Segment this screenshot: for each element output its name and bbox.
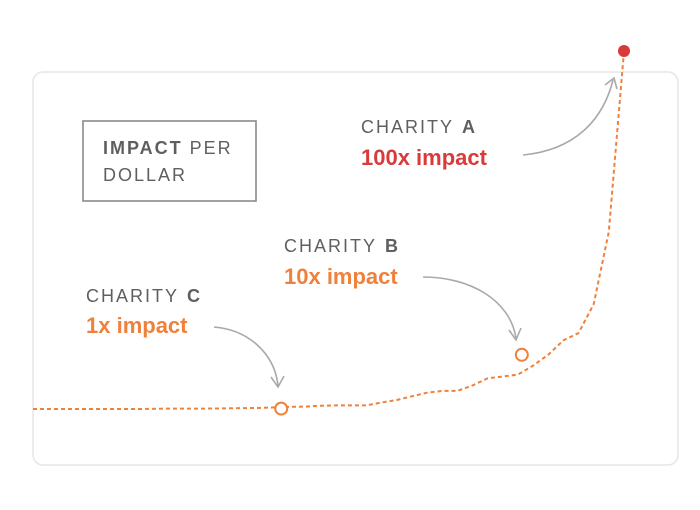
charity-a-word: CHARITY xyxy=(361,117,454,137)
charity-a-impact: 100x impact xyxy=(361,145,488,170)
chart-title-box: IMPACT PER DOLLAR xyxy=(82,120,257,202)
charity-c-word: CHARITY xyxy=(86,286,179,306)
title-box-border xyxy=(82,120,257,202)
charity-b-annotation: CHARITY B 10x impact xyxy=(284,236,400,289)
impact-line xyxy=(33,50,625,410)
charity-b-arrowhead xyxy=(508,327,522,342)
charity-c-annotation: CHARITY C 1x impact xyxy=(86,286,202,338)
charity-c-arrow xyxy=(213,326,279,387)
charity-a-marker xyxy=(618,45,630,57)
charity-a-annotation: CHARITY A 100x impact xyxy=(361,117,488,170)
charity-b-impact: 10x impact xyxy=(284,264,398,289)
charity-b-word: CHARITY xyxy=(284,236,377,256)
charity-a-arrowhead xyxy=(604,76,618,90)
charity-a-caption: CHARITY A xyxy=(361,117,477,137)
charity-a-letter: A xyxy=(462,117,477,137)
chart-title-line1: IMPACT PER xyxy=(103,138,233,158)
charity-b-marker xyxy=(514,347,529,362)
title-rest-word: PER xyxy=(190,138,233,158)
title-bold-word: IMPACT xyxy=(103,138,183,158)
charity-c-letter: C xyxy=(187,286,202,306)
charity-b-arrow xyxy=(422,276,517,339)
charity-c-caption: CHARITY C xyxy=(86,286,202,306)
charity-c-arrowhead xyxy=(270,375,285,389)
chart-title-line2: DOLLAR xyxy=(103,165,187,185)
charity-c-marker xyxy=(274,401,289,416)
charity-b-letter: B xyxy=(385,236,400,256)
charity-c-impact: 1x impact xyxy=(86,313,188,338)
charity-b-caption: CHARITY B xyxy=(284,236,400,256)
charity-a-arrow xyxy=(522,79,614,156)
